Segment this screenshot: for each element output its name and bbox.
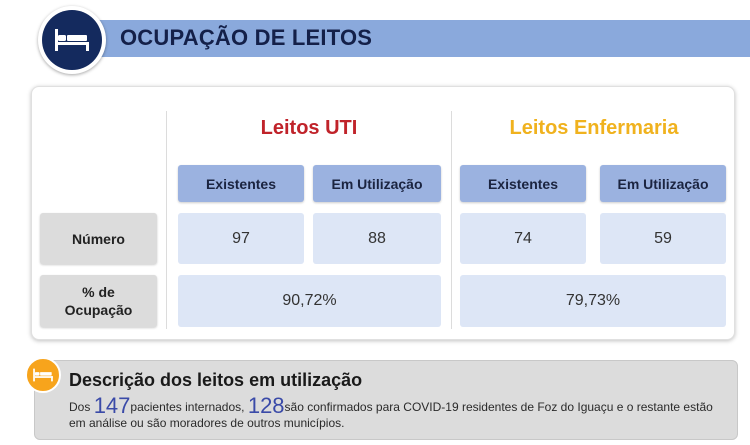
confirmados-count: 128 [247,393,285,418]
divider-left [166,111,167,329]
description-rest: são confirmados para COVID-19 residentes… [69,400,713,430]
uti-ocupacao-value: 90,72% [178,275,441,327]
enfermaria-existentes-header: Existentes [460,165,586,202]
bed-icon [55,29,89,51]
row-header-numero: Número [40,213,157,264]
description-mid: pacientes internados, [130,400,248,414]
enfermaria-section-title: Leitos Enfermaria [509,117,679,139]
header-bar [48,20,750,57]
row-header-ocupacao: % de Ocupação [40,275,157,327]
description-panel [34,360,738,440]
description-text: Dos 147pacientes internados, 128são conf… [69,395,719,431]
description-badge [25,357,61,393]
header-badge [38,6,106,74]
description-title: Descrição dos leitos em utilização [69,370,363,390]
description-prefix: Dos [69,400,94,414]
enfermaria-ocupacao-value: 79,73% [460,275,726,327]
enfermaria-existentes-value: 74 [460,213,586,264]
enfermaria-utilizacao-header: Em Utilização [600,165,726,202]
uti-existentes-value: 97 [178,213,304,264]
uti-section-title: Leitos UTI [260,117,358,139]
uti-existentes-header: Existentes [178,165,304,202]
page-title: OCUPAÇÃO DE LEITOS [120,25,373,50]
uti-utilizacao-value: 88 [313,213,441,264]
bed-icon [33,368,53,382]
divider-middle [451,111,452,329]
enfermaria-utilizacao-value: 59 [600,213,726,264]
row-header-ocupacao-line1: % de [82,284,115,300]
row-header-ocupacao-line2: Ocupação [64,302,133,318]
internados-count: 147 [93,393,131,418]
uti-utilizacao-header: Em Utilização [313,165,441,202]
